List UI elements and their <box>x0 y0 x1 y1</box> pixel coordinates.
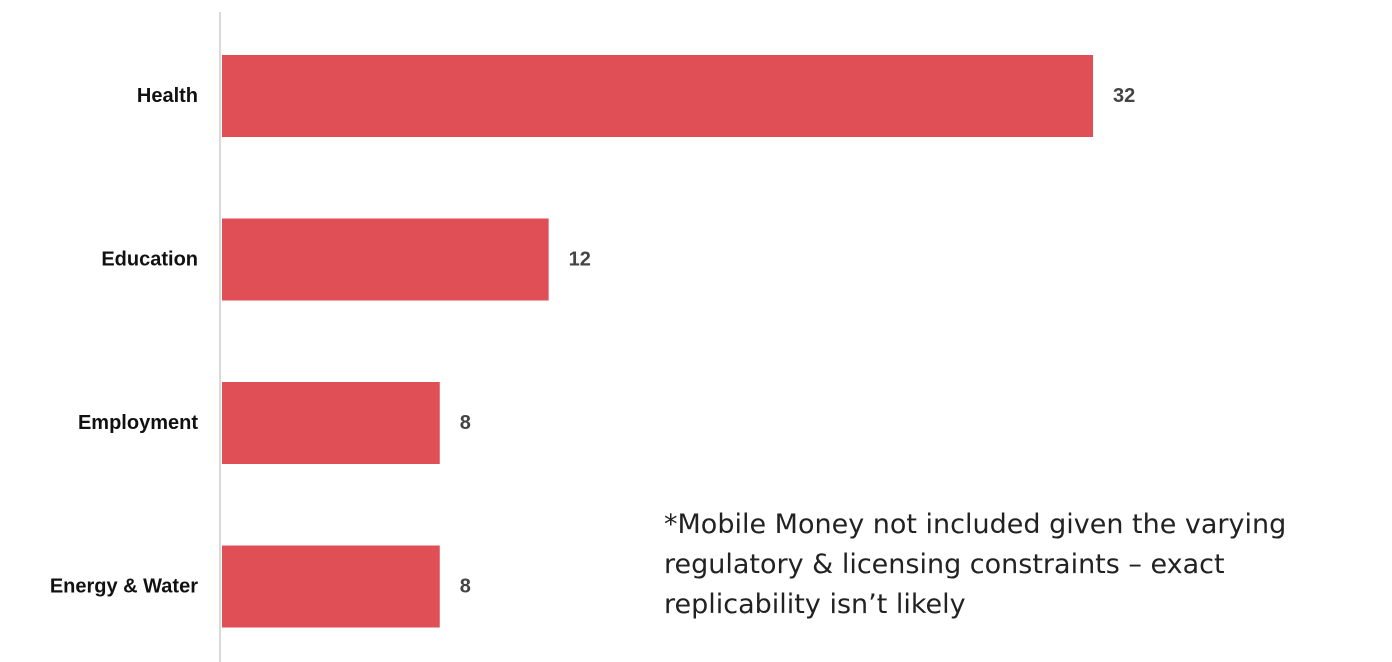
value-label-1: 12 <box>569 249 591 271</box>
value-label-3: 8 <box>460 576 471 598</box>
footnote-line-2: regulatory & licensing constraints – exa… <box>664 549 1225 580</box>
footnote: *Mobile Money not included given the var… <box>664 505 1392 625</box>
value-label-2: 8 <box>460 412 471 434</box>
category-label-1: Education <box>101 249 198 271</box>
bar-3 <box>222 545 440 628</box>
category-label-3: Energy & Water <box>50 576 198 598</box>
footnote-line-3: replicability isn’t likely <box>664 589 966 620</box>
category-label-0: Health <box>137 85 198 107</box>
bar-1 <box>222 218 549 301</box>
category-label-2: Employment <box>78 412 198 434</box>
bar-0 <box>222 55 1094 137</box>
footnote-line-1: *Mobile Money not included given the var… <box>664 509 1287 540</box>
bar-2 <box>222 382 440 464</box>
value-label-0: 32 <box>1113 85 1135 107</box>
bars-layer: Health 32 Education 12 Employment 8 Energy & W… <box>50 55 1135 628</box>
